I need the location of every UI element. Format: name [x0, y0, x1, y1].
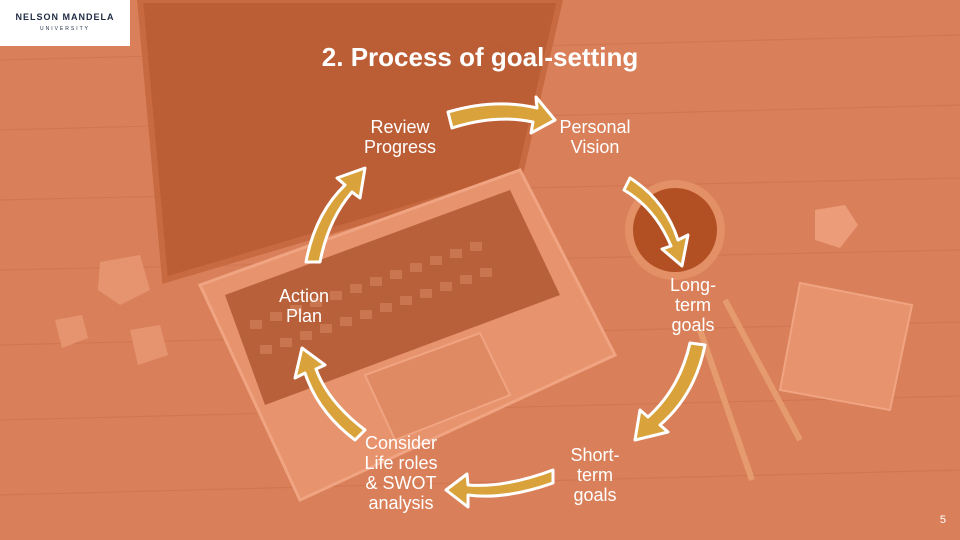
step-consider-life-roles: Consider Life roles & SWOT analysis — [364, 433, 438, 513]
cycle-arrow-longterm-to-shortterm — [633, 341, 707, 442]
logo-wordmark: NELSON MANDELA — [15, 12, 115, 22]
cycle-arrow-review-to-vision — [446, 95, 557, 135]
step-short-term-goals: Short- term goals — [570, 445, 620, 505]
step-long-term-goals: Long- term goals — [669, 275, 717, 335]
slide-title: 2. Process of goal-setting — [321, 42, 639, 72]
cycle-arrow-shortterm-to-consider — [444, 468, 555, 509]
page-number: 5 — [939, 514, 946, 526]
cycle-arrow-action-to-review — [304, 166, 367, 264]
university-logo: NELSON MANDELA UNIVERSITY — [0, 0, 130, 46]
step-review-progress: Review Progress — [363, 117, 437, 157]
step-action-plan: Action Plan — [278, 286, 330, 326]
step-personal-vision: Personal Vision — [559, 117, 631, 157]
logo-subtext: UNIVERSITY — [39, 26, 90, 32]
cycle-arrow-consider-to-action — [293, 346, 367, 442]
cycle-arrow-vision-to-longterm — [622, 176, 690, 268]
